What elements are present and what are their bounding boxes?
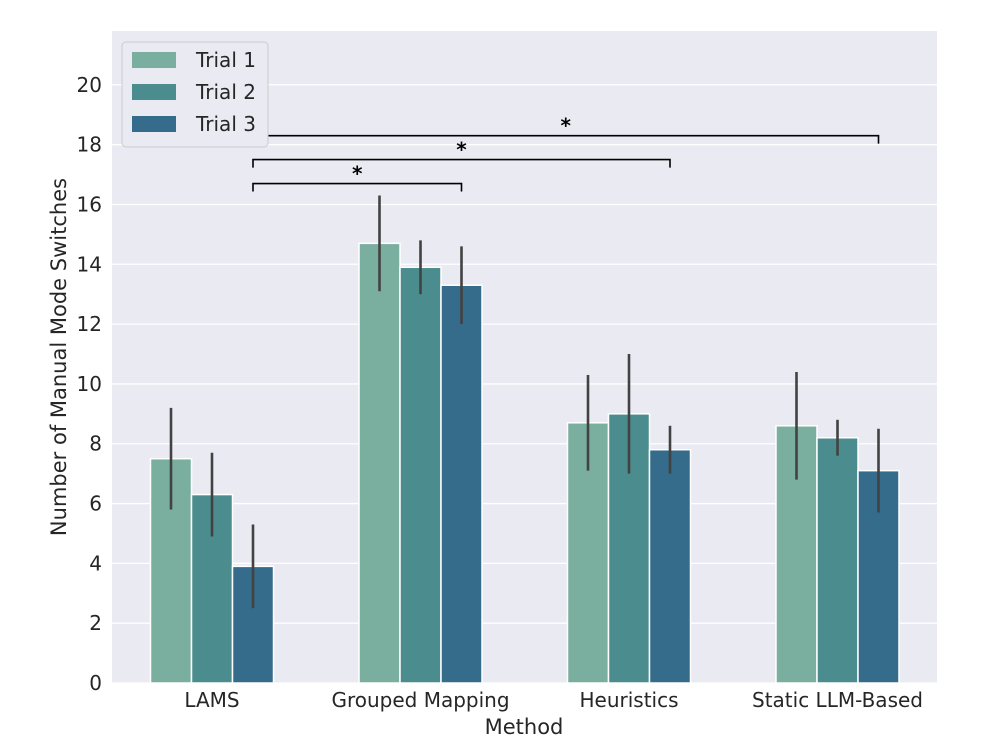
x-tick-label: Static LLM-Based — [752, 688, 923, 712]
bar — [440, 284, 483, 684]
legend-swatch — [132, 52, 176, 68]
bar — [358, 242, 401, 684]
legend-label: Trial 1 — [195, 48, 256, 72]
error-bars — [169, 195, 880, 609]
y-tick-label: 14 — [77, 252, 102, 276]
x-tick-label: LAMS — [184, 688, 239, 712]
legend-swatch — [132, 116, 176, 132]
significance-star: * — [456, 138, 467, 162]
y-tick-label: 20 — [77, 73, 102, 97]
significance-star: * — [561, 114, 572, 138]
y-tick-label: 4 — [89, 551, 102, 575]
y-tick-labels: 0 2 4 6 8 10 12 14 16 18 20 — [77, 73, 102, 695]
y-tick-label: 10 — [77, 372, 102, 396]
y-tick-label: 16 — [77, 192, 102, 216]
significance-star: * — [352, 162, 363, 186]
bar — [648, 448, 692, 684]
y-tick-label: 2 — [89, 611, 102, 635]
legend-label: Trial 2 — [195, 80, 256, 104]
y-tick-label: 12 — [77, 312, 102, 336]
y-tick-label: 0 — [89, 671, 102, 695]
y-axis-label: Number of Manual Mode Switches — [47, 178, 71, 536]
bars — [149, 242, 900, 684]
gridlines — [112, 84, 937, 684]
y-tick-label: 8 — [89, 432, 102, 456]
significance-bracket — [252, 158, 671, 168]
legend: Trial 1 Trial 2 Trial 3 — [121, 41, 269, 148]
x-tick-label: Heuristics — [579, 688, 678, 712]
y-tick-label: 6 — [89, 492, 102, 516]
legend-swatch — [132, 84, 176, 100]
bar — [399, 266, 442, 684]
y-tick-label: 18 — [77, 133, 102, 157]
legend-label: Trial 3 — [195, 112, 256, 136]
x-tick-label: Grouped Mapping — [331, 688, 509, 712]
bar — [816, 437, 859, 684]
significance-bracket — [252, 182, 463, 192]
x-tick-labels: LAMS Grouped Mapping Heuristics Static LLM-… — [184, 688, 923, 712]
x-axis-label: Method — [485, 715, 564, 739]
